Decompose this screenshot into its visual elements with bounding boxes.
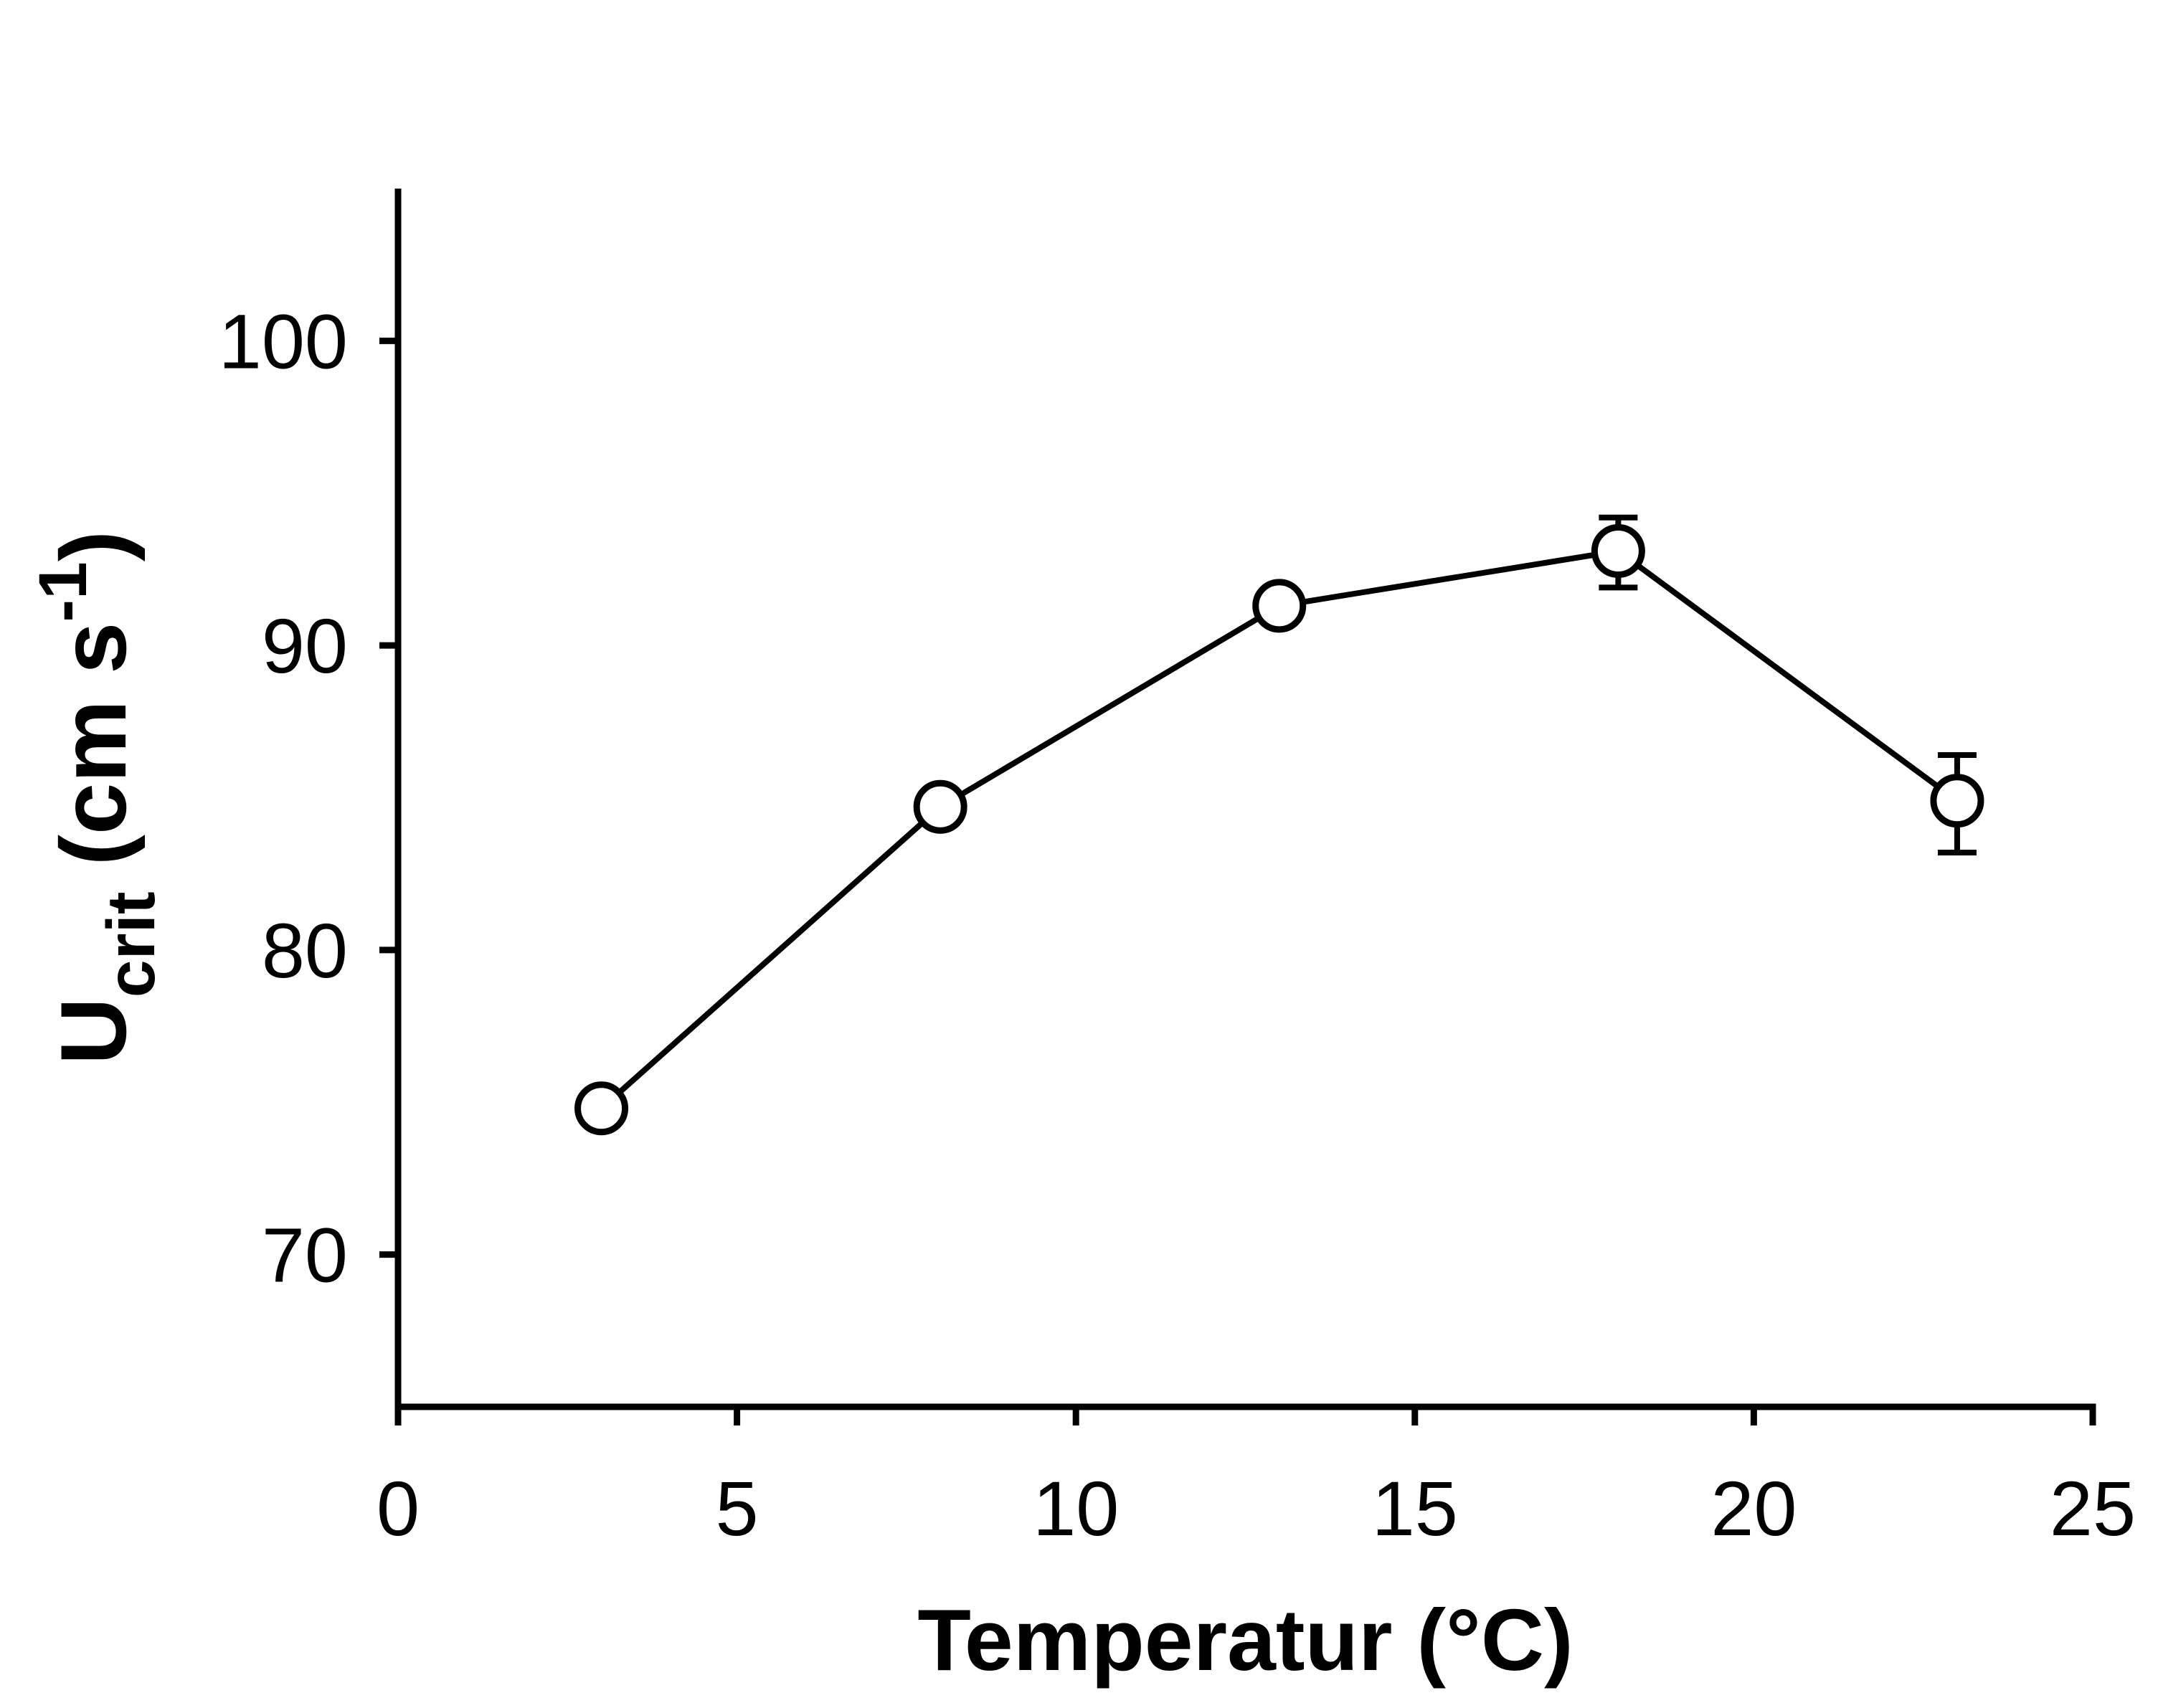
y-ticks-group: 70 80 90 100 (219, 298, 398, 1299)
series-group (574, 514, 1984, 1136)
axes-group (394, 189, 2096, 1410)
y-tick-label: 80 (262, 907, 348, 994)
y-title-base: U (41, 997, 146, 1065)
y-title-mid: (cm s (41, 622, 146, 892)
data-point-marker (913, 779, 967, 834)
y-title-subscript: crit (93, 891, 169, 997)
chart-svg: 70 80 90 100 0 5 10 15 20 25 Temperatur (°C) Ucrit … (29, 189, 2136, 1689)
x-tick-label: 25 (2050, 1465, 2136, 1552)
y-title-end: ) (41, 531, 146, 561)
x-ticks-group: 0 5 10 15 20 25 (377, 1407, 2136, 1552)
y-axis-title: Ucrit (cm s-1) (29, 531, 169, 1065)
data-point-marker (1252, 579, 1307, 633)
y-title-superscript: -1 (29, 561, 101, 622)
y-tick-label: 90 (262, 602, 348, 689)
x-tick-label: 10 (1033, 1465, 1119, 1552)
x-tick-label: 15 (1372, 1465, 1458, 1552)
x-tick-label: 5 (716, 1465, 759, 1552)
y-tick-label: 70 (262, 1212, 348, 1299)
y-tick-label: 100 (219, 298, 348, 384)
x-axis-title: Temperatur (°C) (917, 1591, 1573, 1689)
data-point-marker (1930, 774, 1984, 828)
data-point-marker (574, 1081, 629, 1136)
series-line (599, 548, 1959, 1111)
axis-titles-group: Temperatur (°C) Ucrit (cm s-1) (29, 531, 1573, 1689)
data-point-marker (1591, 523, 1645, 578)
line-chart-figure: 70 80 90 100 0 5 10 15 20 25 Temperatur (°C) Ucrit … (29, 11, 2158, 1697)
x-tick-label: 20 (1710, 1465, 1797, 1552)
x-tick-label: 0 (377, 1465, 420, 1552)
